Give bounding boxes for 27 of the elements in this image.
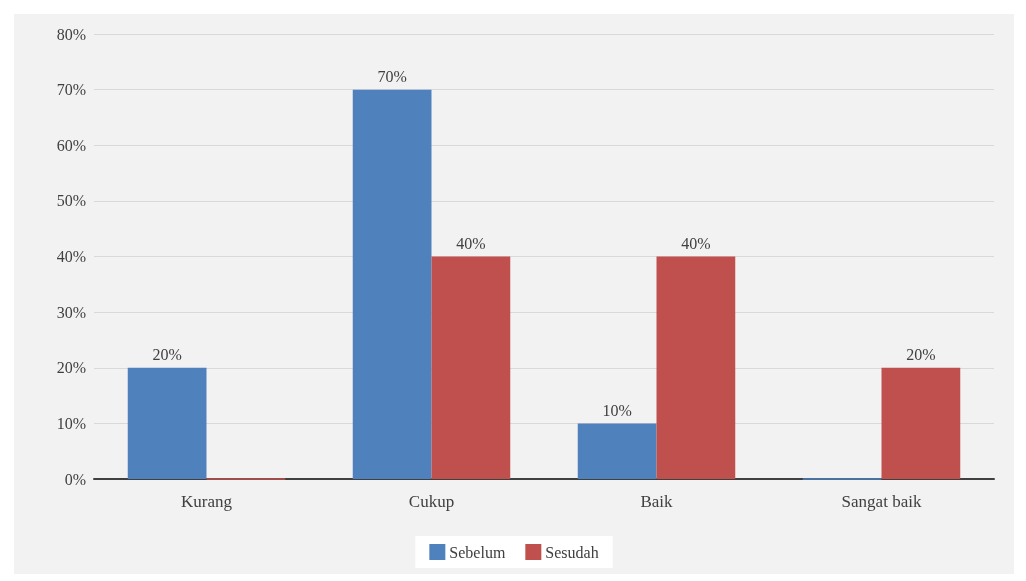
y-tick-label: 70% — [56, 81, 86, 99]
x-tick-label: Sangat baik — [841, 492, 922, 511]
y-tick-label: 10% — [56, 414, 86, 432]
bar — [656, 256, 736, 479]
y-tick-label: 50% — [56, 192, 86, 210]
data-label: 10% — [602, 401, 632, 419]
y-tick-label: 80% — [56, 25, 86, 43]
y-tick-label: 0% — [64, 470, 86, 488]
data-label: 40% — [681, 235, 711, 252]
bar — [127, 367, 207, 479]
x-tick-label: Baik — [640, 492, 674, 511]
x-tick-label: Kurang — [181, 492, 233, 511]
data-label: 40% — [456, 235, 486, 252]
bar — [577, 423, 657, 479]
y-tick-label: 30% — [56, 303, 86, 321]
legend-label: Sebelum — [449, 543, 506, 561]
data-label: 20% — [152, 346, 182, 364]
data-label: 70% — [377, 68, 407, 86]
y-tick-label: 60% — [56, 136, 86, 154]
legend-label: Sesudah — [545, 543, 599, 561]
x-tick-label: Cukup — [408, 492, 455, 511]
bar — [352, 89, 432, 479]
bar — [881, 367, 961, 479]
data-label: 20% — [906, 346, 936, 364]
bar — [431, 256, 511, 479]
y-tick-label: 20% — [56, 359, 86, 377]
y-tick-label: 40% — [56, 248, 86, 265]
